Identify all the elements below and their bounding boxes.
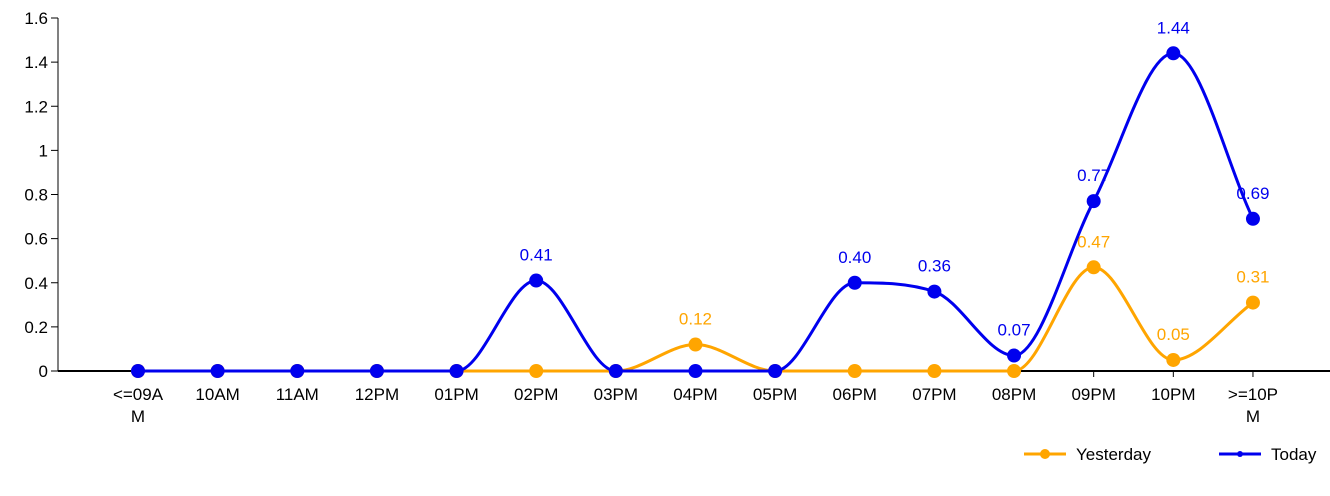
- y-tick-label: 1.2: [24, 97, 48, 116]
- yesterday-point: [847, 364, 862, 378]
- yesterday-point: [529, 364, 544, 378]
- today-point: [1086, 194, 1101, 209]
- today-line: [137, 51, 1255, 373]
- x-tick-label: 05PM: [753, 385, 797, 404]
- yesterday-point: [1007, 364, 1022, 378]
- today-point: [210, 364, 225, 378]
- y-tick-label: 0.2: [24, 318, 48, 337]
- x-tick-label: 10AM: [195, 385, 239, 404]
- series-yesterday: 0.12 0.47 0.05 0.31: [131, 232, 1270, 378]
- today-point: [1007, 348, 1022, 363]
- today-point: [1166, 46, 1181, 61]
- x-axis: <=09A M 10AM 11AM 12PM 01PM 02PM 03PM 04PM 05PM 06…: [58, 370, 1330, 426]
- today-point: [847, 275, 862, 290]
- yesterday-point: [1086, 260, 1101, 275]
- x-tick-label: 09PM: [1071, 385, 1115, 404]
- x-tick-label: 03PM: [594, 385, 638, 404]
- y-tick-label: 1: [39, 141, 48, 160]
- yesterday-point: [927, 364, 942, 378]
- y-tick-label: 1.6: [24, 9, 48, 28]
- yesterday-data-label: 0.31: [1236, 268, 1269, 287]
- today-data-label: 0.36: [918, 257, 951, 276]
- yesterday-data-label: 0.47: [1077, 232, 1110, 251]
- x-tick-label: 02PM: [514, 385, 558, 404]
- y-tick-label: 0.6: [24, 230, 48, 249]
- today-point: [688, 364, 703, 378]
- x-tick-label: <=09A M: [113, 385, 164, 426]
- legend-item-yesterday: Yesterday: [1024, 445, 1151, 464]
- today-data-label: 1.44: [1157, 18, 1190, 37]
- legend-item-today: Today: [1219, 445, 1317, 464]
- y-tick-label: 0.8: [24, 186, 48, 205]
- y-tick-label: 0.4: [24, 274, 48, 293]
- today-data-label: 0.07: [997, 321, 1030, 340]
- x-tick-label: 01PM: [434, 385, 478, 404]
- legend-swatch-marker: [1237, 451, 1243, 457]
- today-data-label: 0.41: [520, 246, 553, 265]
- legend: Yesterday Today: [1024, 445, 1317, 464]
- yesterday-data-label: 0.12: [679, 310, 712, 329]
- today-data-label: 0.40: [838, 248, 871, 267]
- today-point: [1245, 211, 1260, 226]
- x-tick-label: 12PM: [355, 385, 399, 404]
- series-today: 0.41 0.40 0.36 0.07 0.77 1.44 0.69: [131, 18, 1270, 378]
- x-tick-label: 07PM: [912, 385, 956, 404]
- today-point: [927, 284, 942, 299]
- legend-label: Today: [1271, 445, 1317, 464]
- today-point: [449, 364, 464, 378]
- legend-label: Yesterday: [1076, 445, 1151, 464]
- today-point: [768, 364, 783, 378]
- today-data-label: 0.77: [1077, 166, 1110, 185]
- x-tick-label: 06PM: [833, 385, 877, 404]
- today-point: [529, 273, 544, 288]
- y-axis: 0 0.2 0.4 0.6 0.8 1 1.2 1.4 1.6: [24, 9, 59, 381]
- yesterday-data-label: 0.05: [1157, 325, 1190, 344]
- x-tick-label: 08PM: [992, 385, 1036, 404]
- x-tick-label: 10PM: [1151, 385, 1195, 404]
- today-data-label: 0.69: [1236, 184, 1269, 203]
- y-tick-label: 1.4: [24, 53, 48, 72]
- yesterday-point: [1166, 352, 1181, 367]
- legend-swatch-marker: [1040, 449, 1050, 459]
- series-layer: 0.12 0.47 0.05 0.31 0.41 0.40 0.36 0.07 0.77 1.44…: [131, 18, 1270, 378]
- yesterday-point: [688, 337, 703, 352]
- x-tick-label: >=10P M: [1228, 385, 1278, 426]
- today-point: [608, 364, 623, 378]
- today-point: [290, 364, 305, 378]
- x-tick-label: 11AM: [276, 385, 319, 404]
- x-tick-label: 04PM: [673, 385, 717, 404]
- today-point: [369, 364, 384, 378]
- today-point: [131, 364, 145, 378]
- y-tick-label: 0: [39, 362, 48, 381]
- yesterday-point: [1245, 295, 1260, 310]
